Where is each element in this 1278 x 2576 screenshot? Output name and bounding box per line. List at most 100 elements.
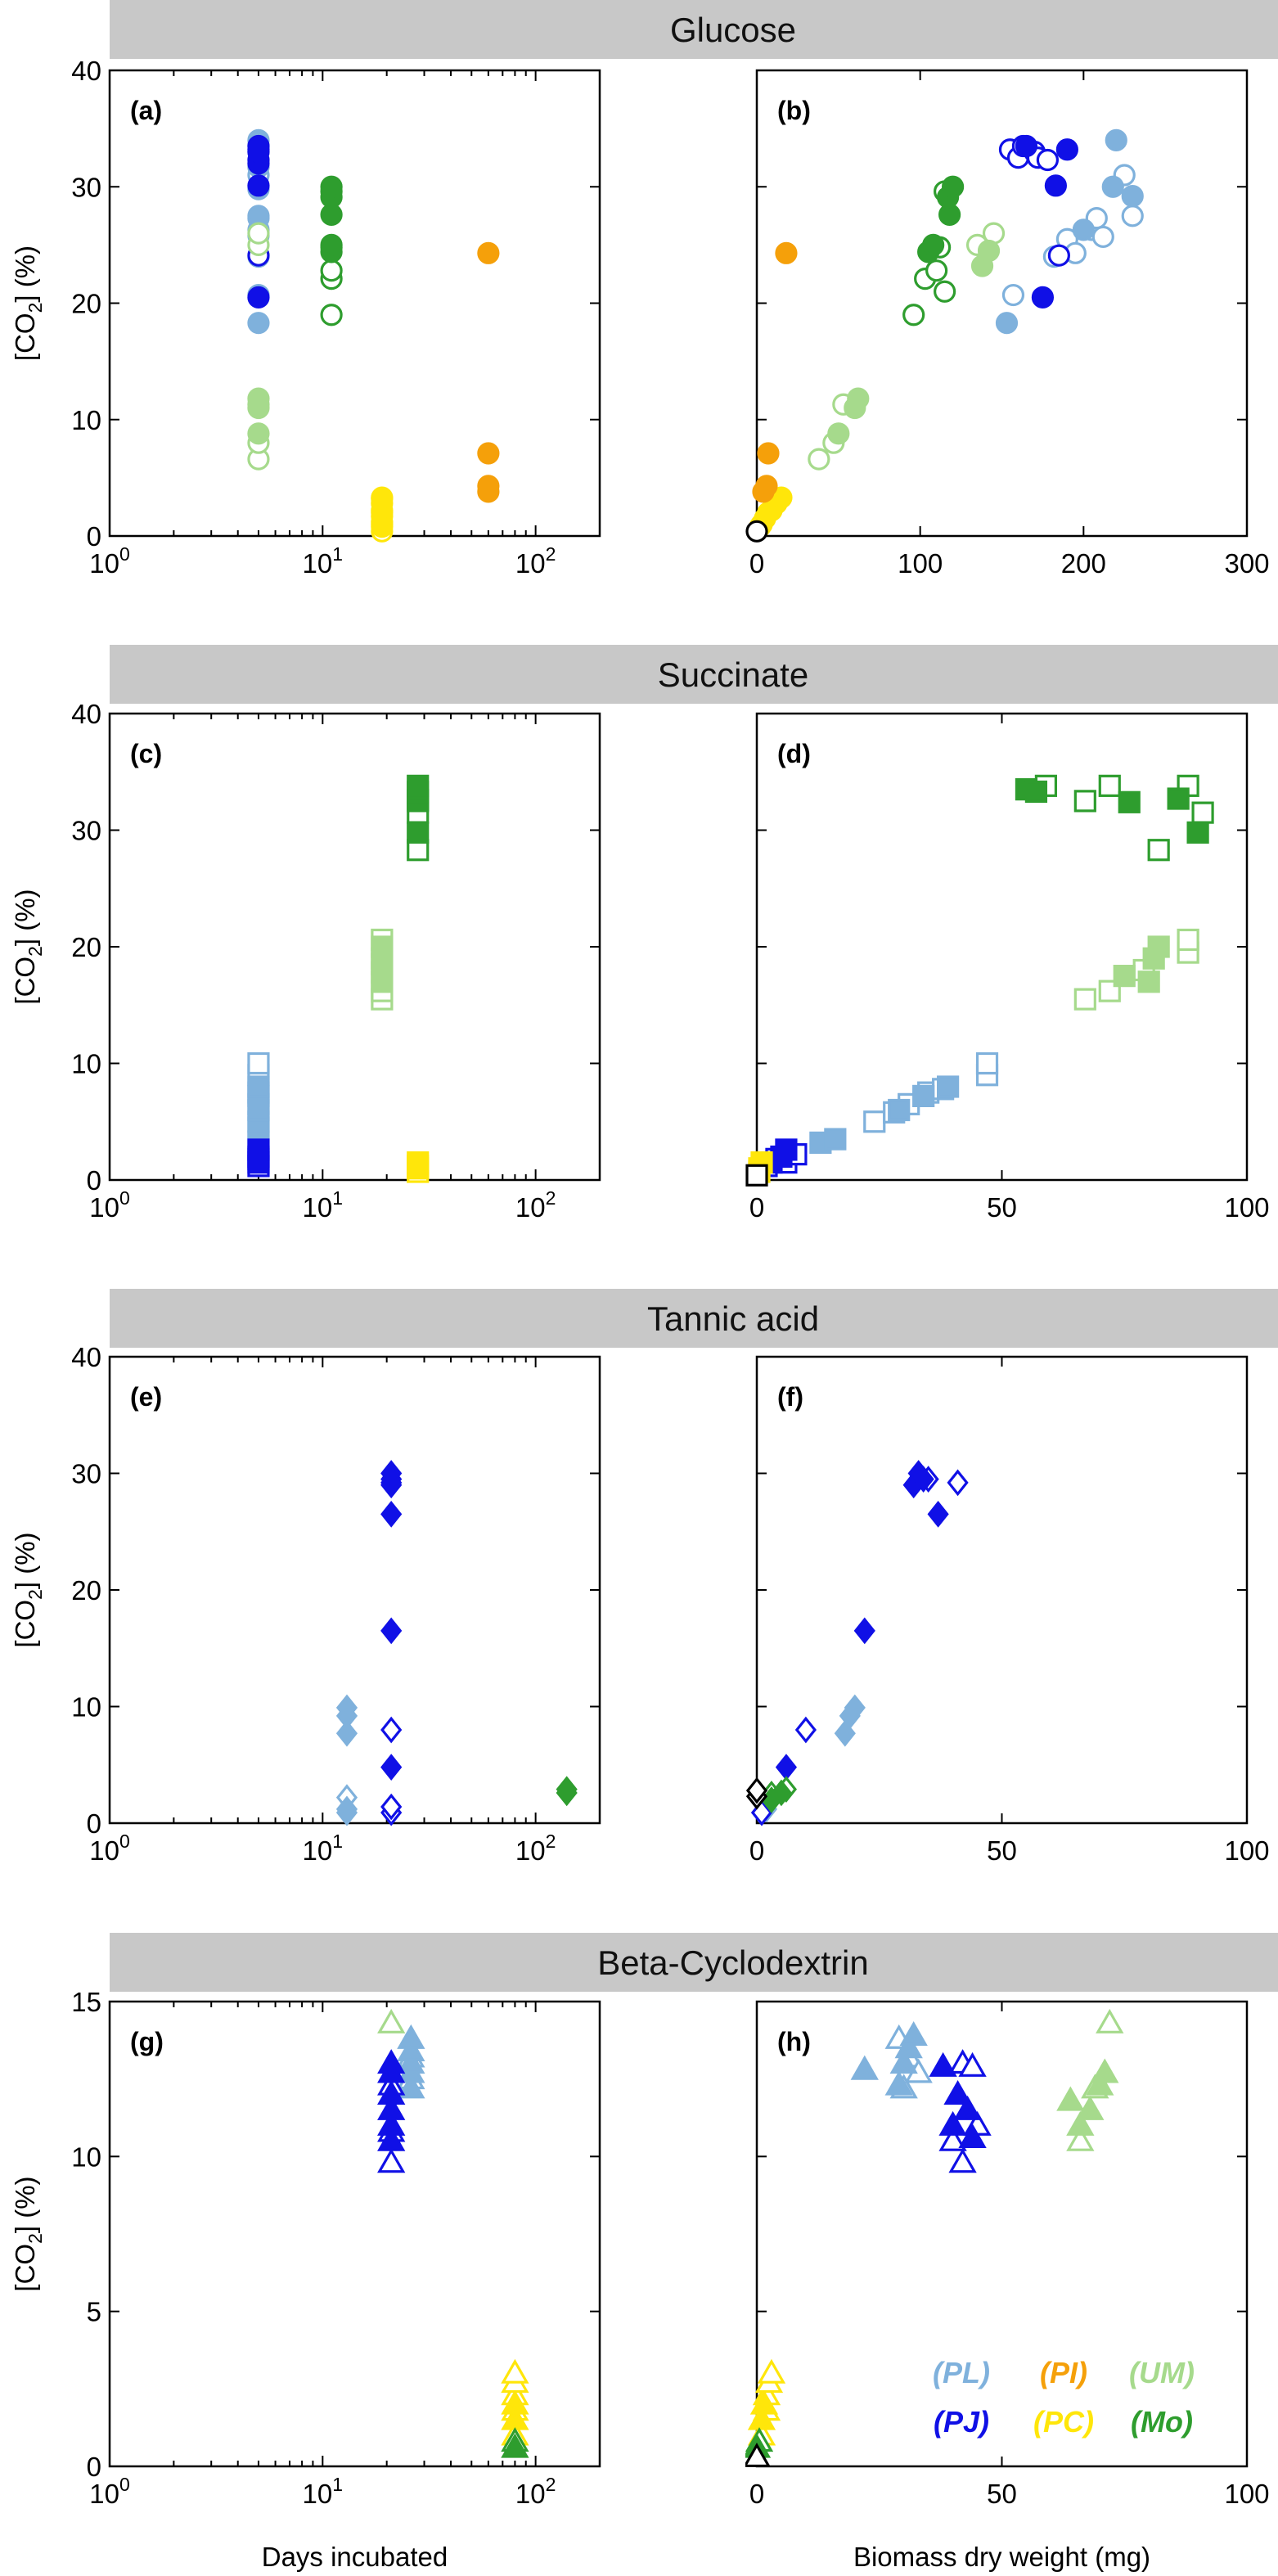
data-point bbox=[745, 2443, 772, 2468]
chart-panel: 0 10 20 30 40 100 101 102 (e) [CO2] (%) bbox=[10, 1342, 601, 1866]
data-point bbox=[247, 387, 270, 410]
data-point bbox=[1191, 801, 1214, 824]
plot-frame bbox=[755, 69, 1249, 538]
data-series-group bbox=[745, 1460, 969, 1826]
data-point bbox=[247, 1138, 270, 1161]
data-point bbox=[1101, 175, 1124, 198]
panel-label: (g) bbox=[130, 2027, 164, 2056]
x-tick-label: 0 bbox=[749, 1192, 764, 1223]
data-point bbox=[377, 2079, 406, 2105]
data-point bbox=[770, 1779, 793, 1807]
data-point bbox=[380, 1501, 403, 1528]
data-point bbox=[1118, 790, 1141, 813]
data-point bbox=[894, 2033, 923, 2059]
data-point bbox=[1036, 148, 1060, 172]
data-point bbox=[1073, 988, 1096, 1011]
data-point bbox=[757, 2358, 786, 2384]
section-band bbox=[110, 645, 1278, 704]
panel-label: (f) bbox=[777, 1382, 803, 1412]
data-series-group bbox=[377, 2008, 529, 2458]
y-tick-label: 10 bbox=[71, 405, 101, 435]
plot-frame bbox=[108, 712, 601, 1182]
y-axis-label: [CO2] (%) bbox=[10, 245, 46, 361]
x-tick-label: 100 bbox=[1224, 2479, 1269, 2509]
data-point bbox=[407, 821, 430, 844]
data-point bbox=[1001, 283, 1025, 307]
panel-label: (e) bbox=[130, 1382, 162, 1412]
y-tick-label: 0 bbox=[87, 1808, 101, 1839]
legend-entry: (PJ) bbox=[934, 2405, 989, 2439]
x-tick-label: 100 bbox=[1224, 1835, 1269, 1866]
data-point bbox=[929, 2051, 957, 2077]
data-point bbox=[775, 1138, 798, 1161]
data-point bbox=[958, 2051, 987, 2077]
x-tick-label: 101 bbox=[303, 2474, 344, 2509]
data-point bbox=[745, 1777, 768, 1804]
y-tick-label: 5 bbox=[87, 2297, 101, 2327]
data-point bbox=[1091, 225, 1114, 249]
data-point bbox=[948, 2148, 977, 2173]
data-point bbox=[501, 2358, 529, 2384]
section-title: Tannic acid bbox=[647, 1299, 819, 1338]
data-point bbox=[247, 1052, 270, 1075]
data-point bbox=[975, 1052, 999, 1075]
data-point bbox=[850, 2055, 879, 2080]
data-point bbox=[1091, 2058, 1119, 2083]
x-tick-label: 0 bbox=[749, 1835, 764, 1866]
data-series-group bbox=[745, 2008, 1124, 2468]
data-point bbox=[750, 1799, 773, 1826]
data-series-group bbox=[745, 128, 1144, 543]
data-point bbox=[912, 1084, 935, 1108]
x-tick-label: 101 bbox=[303, 543, 344, 579]
data-point bbox=[1137, 971, 1160, 993]
data-point bbox=[1044, 174, 1067, 197]
chart-panel: 0 50 100 (h) bbox=[745, 2000, 1270, 2509]
chart-panel: 0 5 10 15 100 101 102 (g) [CO2] (%) bbox=[10, 1987, 601, 2509]
y-tick-label: 10 bbox=[71, 1692, 101, 1723]
data-point bbox=[371, 486, 394, 509]
data-point bbox=[1086, 2070, 1114, 2096]
data-point bbox=[380, 1466, 403, 1493]
data-point bbox=[1121, 185, 1144, 208]
data-point bbox=[847, 387, 870, 410]
data-point bbox=[320, 233, 343, 256]
data-point bbox=[808, 448, 830, 471]
x-axis-label: Days incubated bbox=[262, 2542, 448, 2572]
data-series-group bbox=[247, 128, 500, 543]
data-point bbox=[775, 1754, 798, 1781]
data-point bbox=[1098, 774, 1121, 797]
y-tick-label: 0 bbox=[87, 2452, 101, 2482]
chart-panel: 0 100 200 300 (b) bbox=[745, 69, 1270, 579]
x-tick-label: 102 bbox=[515, 543, 556, 579]
data-point bbox=[1055, 138, 1078, 161]
y-tick-label: 10 bbox=[71, 1049, 101, 1079]
data-point bbox=[247, 312, 270, 335]
data-point bbox=[1031, 286, 1055, 308]
data-point bbox=[377, 2049, 406, 2074]
panel-label: (c) bbox=[130, 739, 162, 768]
x-tick-label: 0 bbox=[749, 548, 764, 579]
data-point bbox=[747, 2405, 776, 2430]
y-tick-label: 20 bbox=[71, 1575, 101, 1605]
data-point bbox=[377, 2148, 406, 2173]
legend-entry: (UM) bbox=[1129, 2356, 1195, 2389]
data-point bbox=[247, 422, 270, 445]
data-point bbox=[934, 280, 956, 303]
data-point bbox=[477, 442, 500, 465]
data-point bbox=[320, 175, 343, 198]
legend-entry: (PC) bbox=[1033, 2405, 1094, 2439]
data-point bbox=[941, 175, 965, 198]
data-point bbox=[247, 174, 270, 197]
y-tick-label: 10 bbox=[71, 2141, 101, 2172]
data-point bbox=[995, 312, 1019, 335]
data-point bbox=[755, 475, 778, 498]
data-point bbox=[247, 1075, 270, 1098]
x-tick-label: 50 bbox=[987, 1192, 1017, 1223]
data-point bbox=[912, 1466, 934, 1493]
data-point bbox=[377, 2095, 406, 2120]
data-point bbox=[335, 1694, 358, 1722]
data-point bbox=[938, 2126, 967, 2151]
x-tick-label: 200 bbox=[1061, 548, 1106, 579]
data-point bbox=[749, 2389, 779, 2415]
y-tick-label: 20 bbox=[71, 932, 101, 962]
